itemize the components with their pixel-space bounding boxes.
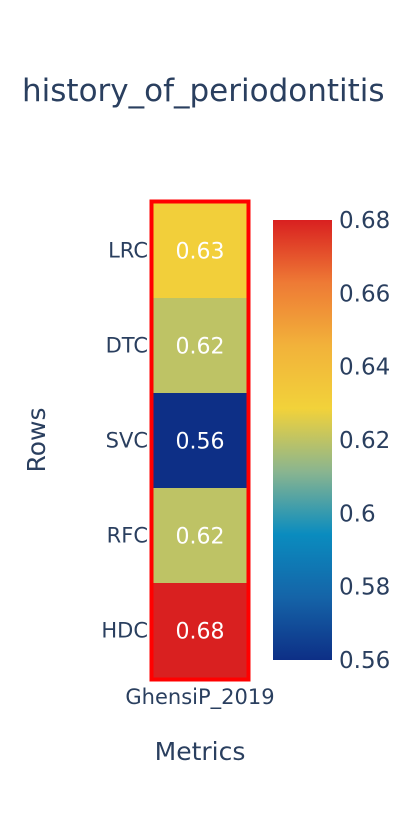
colorbar-tick-label: 0.66 <box>339 281 390 307</box>
column-highlight-box <box>149 199 251 682</box>
x-tick-labels: GhensiP_2019 <box>125 685 274 710</box>
y-tick-label: DTC <box>106 334 148 358</box>
heatmap-cell-rfc <box>153 488 247 583</box>
colorbar-tick-label: 0.68 <box>339 208 390 234</box>
heatmap-cell-svc <box>153 393 247 488</box>
heatmap-cell-dtc <box>153 298 247 393</box>
y-tick-label: HDC <box>101 619 148 643</box>
heatmap-cells: 0.63 0.62 0.56 0.62 0.68 <box>153 203 247 678</box>
cell-value-label: 0.62 <box>176 335 225 360</box>
cell-value-label: 0.56 <box>176 430 225 455</box>
chart-title: history_of_periodontitis <box>22 73 385 109</box>
y-tick-label: LRC <box>108 239 148 263</box>
y-tick-label: RFC <box>107 524 148 548</box>
colorbar-tick-label: 0.58 <box>339 575 390 601</box>
colorbar-ticks: 0.56 0.58 0.6 0.62 0.64 0.66 0.68 <box>339 208 390 674</box>
cell-value-label: 0.62 <box>176 525 225 550</box>
y-tick-labels: LRC DTC SVC RFC HDC <box>101 239 148 643</box>
heatmap-cell-hdc <box>153 583 247 678</box>
colorbar-tick-label: 0.64 <box>339 355 390 381</box>
heatmap-cell-lrc <box>153 203 247 298</box>
cell-value-label: 0.63 <box>176 240 225 265</box>
x-axis-title: Metrics <box>155 737 246 766</box>
y-tick-label: SVC <box>106 429 148 453</box>
colorbar-tick-label: 0.6 <box>339 501 376 527</box>
cell-value-label: 0.68 <box>176 620 225 645</box>
colorbar-tick-label: 0.56 <box>339 648 390 674</box>
y-axis-title: Rows <box>22 407 51 472</box>
x-tick-label: GhensiP_2019 <box>125 685 274 710</box>
colorbar-tick-label: 0.62 <box>339 428 390 454</box>
colorbar <box>273 220 332 660</box>
